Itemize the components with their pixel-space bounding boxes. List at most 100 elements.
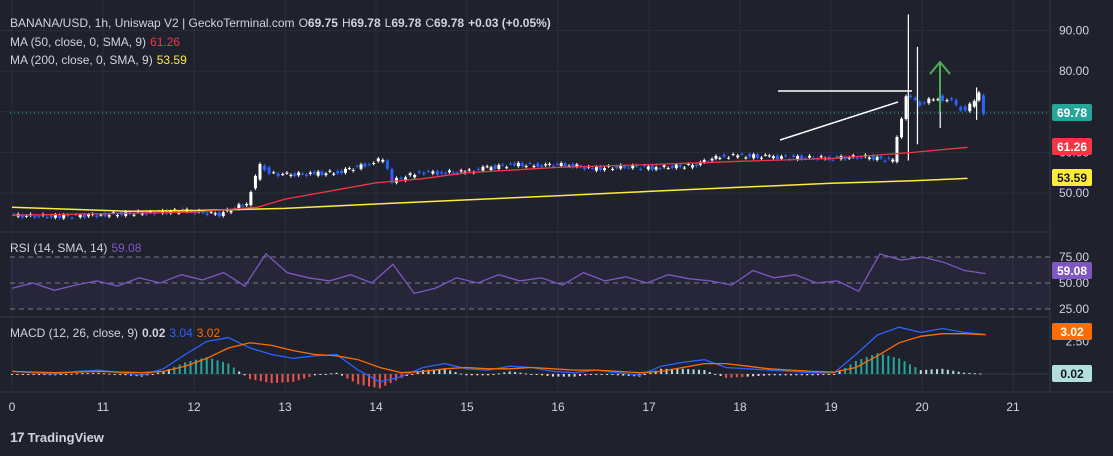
ma50-legend[interactable]: MA (50, close, 0, SMA, 9) 61.26 <box>10 35 184 49</box>
candle-body <box>497 164 501 169</box>
candle-body <box>324 173 328 176</box>
macd-hist-bar <box>687 369 690 374</box>
candle-body <box>950 98 954 100</box>
candle-body <box>399 177 403 179</box>
candle-body <box>879 156 883 159</box>
time-tick-label: 13 <box>278 400 292 414</box>
candle-body <box>308 172 312 174</box>
candle-body <box>831 159 835 161</box>
candle-body <box>635 165 639 167</box>
candle-body <box>189 210 193 213</box>
time-tick-label: 15 <box>460 400 474 414</box>
candle-body <box>936 99 940 101</box>
macd-hist-bar <box>21 374 24 375</box>
macd-hist-bar <box>335 372 338 374</box>
ma200-label: MA (200, close, 0, SMA, 9) <box>10 53 153 67</box>
candle-body <box>267 167 271 174</box>
tradingview-brand: TradingView <box>27 429 104 445</box>
macd-hist-bar <box>746 374 749 377</box>
pattern-annotation[interactable] <box>778 90 912 141</box>
macd-hist-bar <box>221 361 224 374</box>
macd-hist-bar <box>476 374 479 376</box>
macd-hist-bar <box>146 374 149 376</box>
candle-body <box>883 160 887 162</box>
macd-hist-bar <box>681 368 684 374</box>
candle-body <box>351 169 355 171</box>
candle-body <box>149 211 153 213</box>
candle-body <box>559 163 563 167</box>
candle-body <box>714 155 718 159</box>
macd-pane[interactable] <box>10 326 1050 389</box>
candle-body <box>859 157 863 159</box>
candle-body <box>763 154 767 156</box>
candle-body <box>413 174 417 178</box>
macd-hist-bar <box>530 374 533 375</box>
ma200-legend[interactable]: MA (200, close, 0, SMA, 9) 53.59 <box>10 53 191 67</box>
macd-hist-bar <box>627 374 630 376</box>
macd-hist-bar <box>303 374 306 379</box>
candle-body <box>493 165 497 169</box>
macd-hist-bar <box>898 358 901 374</box>
candle-body <box>201 212 205 214</box>
candle-body <box>343 168 347 173</box>
macd-hist-bar <box>508 371 511 374</box>
candle-body <box>972 100 976 107</box>
macd-hist-bar <box>714 374 717 375</box>
macd-hist-badge-label: 0.02 <box>1060 367 1084 381</box>
macd-hist-bar <box>92 372 95 374</box>
macd-hist-bar <box>719 374 722 376</box>
candle-body <box>690 165 694 168</box>
macd-hist-bar <box>254 374 257 381</box>
support-line[interactable] <box>779 101 899 141</box>
macd-label: MACD (12, 26, close, 9) <box>10 326 139 340</box>
macd-hist-bar <box>503 372 506 374</box>
candle-body <box>639 168 643 170</box>
low-value: 69.78 <box>391 16 422 30</box>
candle-body <box>293 173 297 177</box>
macd-hist-bar <box>919 370 922 374</box>
candle-body <box>748 153 752 157</box>
macd-hist-bar <box>351 374 354 382</box>
tradingview-logo[interactable]: 17 TradingView <box>10 429 104 445</box>
candle-body <box>520 163 524 167</box>
candle-body <box>193 211 197 214</box>
candle-body <box>598 166 602 170</box>
macd-hist-bar <box>562 374 565 377</box>
candle-body <box>646 166 650 170</box>
macd-hist-bar <box>800 374 803 376</box>
candle-body <box>435 171 439 175</box>
rsi-pane[interactable] <box>11 252 986 295</box>
up-arrow-annotation[interactable] <box>929 60 951 112</box>
macd-hist-bar <box>340 374 343 376</box>
time-axis[interactable]: 0 11 12 13 14 15 16 17 18 19 20 21 <box>9 400 1020 414</box>
macd-hist-bar <box>811 374 814 376</box>
candle-body <box>662 165 666 167</box>
candle-body <box>161 210 165 214</box>
macd-hist-bar <box>459 373 462 375</box>
candle-body <box>301 173 305 175</box>
candle-body <box>686 163 690 165</box>
macd-hist-bar <box>844 367 847 374</box>
candle-body <box>82 214 86 218</box>
macd-hist-bar <box>11 374 13 375</box>
candle-body <box>678 164 682 167</box>
macd-hist-bar <box>654 370 657 374</box>
candle-body <box>727 157 731 159</box>
rsi-tick-label: 25.00 <box>1059 302 1089 316</box>
candle-body <box>800 155 804 160</box>
macd-hist-bar <box>124 374 127 376</box>
candle-body <box>404 177 408 181</box>
candle-body <box>512 163 516 166</box>
candle-body <box>316 171 320 176</box>
rsi-legend[interactable]: RSI (14, SMA, 14) 59.08 <box>10 241 145 255</box>
candle-body <box>904 96 908 119</box>
macd-hist-bar <box>454 372 457 374</box>
macd-hist-bar <box>205 357 208 374</box>
macd-hist-bar <box>952 370 955 374</box>
macd-hist-bar <box>903 361 906 374</box>
macd-legend[interactable]: MACD (12, 26, close, 9) 0.02 3.04 3.02 <box>10 326 224 340</box>
macd-hist-bar <box>119 374 122 375</box>
symbol-label[interactable]: BANANA/USD, 1h, Uniswap V2 | GeckoTermin… <box>10 16 295 30</box>
macd-hist-bar <box>162 371 165 374</box>
